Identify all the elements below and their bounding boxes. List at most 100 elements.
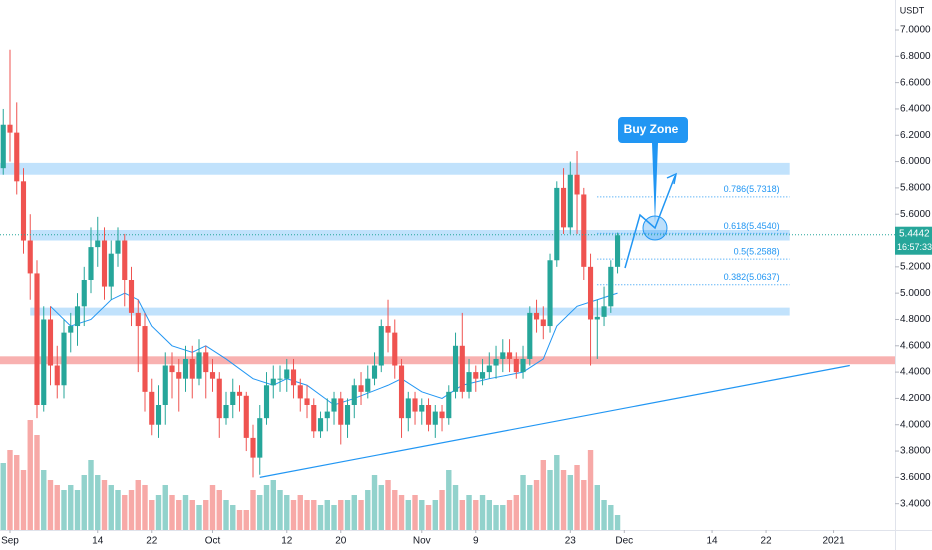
- volume-bar: [365, 490, 371, 530]
- candle-body: [7, 124, 13, 133]
- volume-bar: [358, 500, 364, 530]
- candle-body: [74, 306, 81, 327]
- volume-bar: [520, 475, 526, 530]
- volume-bar: [243, 510, 249, 530]
- candle-body: [506, 352, 513, 359]
- candle-body: [277, 378, 283, 380]
- annotation: Buy Zone: [624, 122, 679, 136]
- candle-body: [533, 312, 540, 320]
- volume-bar: [284, 495, 290, 530]
- volume-bar: [108, 485, 114, 530]
- candle-body: [162, 365, 168, 405]
- volume-bar: [169, 495, 175, 530]
- y-tick-label: 5.2000: [900, 261, 931, 272]
- volume-bar: [250, 490, 256, 530]
- volume-bar: [236, 510, 243, 530]
- volume-bar: [101, 480, 108, 530]
- candle-body: [263, 385, 270, 419]
- y-tick-label: 4.0000: [900, 419, 931, 430]
- candle-body: [81, 280, 87, 307]
- last-price-box: [895, 226, 932, 255]
- candle-body: [250, 437, 256, 458]
- volume-bar: [209, 485, 216, 530]
- candle-body: [520, 358, 526, 373]
- y-tick-label: 6.6000: [900, 77, 931, 88]
- volume-bar: [547, 470, 553, 530]
- volume-bar: [412, 495, 418, 530]
- volume-bar: [14, 455, 20, 530]
- volume-bar: [203, 500, 209, 530]
- candle-body: [88, 247, 94, 280]
- candle-body: [270, 378, 276, 386]
- volume-bar: [351, 495, 357, 530]
- y-tick-label: 5.8000: [900, 183, 931, 194]
- candle-body: [290, 369, 297, 386]
- x-tick-label: Sep: [1, 536, 19, 547]
- candle-body: [527, 312, 533, 359]
- volume-bar: [439, 490, 445, 530]
- volume-bar: [581, 480, 587, 530]
- x-tick-label: 22: [146, 536, 158, 547]
- candle-body: [155, 405, 162, 425]
- candle-body: [459, 345, 465, 392]
- x-tick-label: 22: [761, 536, 773, 547]
- candle-body: [351, 385, 357, 405]
- volume-bar: [95, 475, 101, 530]
- candle-body: [432, 411, 438, 425]
- volume-bar: [425, 505, 432, 530]
- candle-body: [257, 418, 263, 458]
- volume-bar: [34, 435, 40, 530]
- volume-bar: [452, 485, 459, 530]
- volume-bar: [304, 500, 310, 530]
- candle-body: [176, 372, 182, 379]
- candle-body: [554, 187, 560, 261]
- candle-body: [128, 280, 135, 313]
- candle-body: [142, 326, 148, 392]
- candle-body: [338, 398, 344, 425]
- candle-body: [540, 319, 546, 327]
- x-tick-label: Nov: [413, 536, 431, 547]
- y-tick-label: 4.8000: [900, 314, 931, 325]
- volume-bar: [466, 495, 472, 530]
- volume-bar: [331, 505, 337, 530]
- zone: [30, 230, 790, 241]
- x-tick-label: Oct: [205, 536, 221, 547]
- volume-bar: [142, 485, 148, 530]
- y-tick-label: 3.8000: [900, 446, 931, 457]
- candle-body: [196, 352, 202, 379]
- volume-bar: [20, 470, 27, 530]
- candle-body: [500, 352, 506, 359]
- candle-body: [297, 385, 303, 399]
- volume-bar: [61, 490, 67, 530]
- candle-body: [452, 345, 459, 392]
- volume-bar: [115, 490, 121, 530]
- candle-body: [61, 332, 67, 386]
- y-tick-label: 5.0000: [900, 288, 931, 299]
- volume-bar: [392, 490, 398, 530]
- y-tick-label: 6.8000: [900, 51, 931, 62]
- volume-bar: [27, 420, 33, 530]
- candle-body: [601, 306, 607, 317]
- trendline: [259, 364, 850, 478]
- volume-bar: [405, 500, 411, 530]
- candle-body: [14, 132, 20, 182]
- candle-body: [331, 398, 337, 412]
- buy-zone-callout: [618, 117, 688, 223]
- candle-body: [392, 332, 398, 366]
- candle-body: [311, 405, 317, 432]
- volume-bar: [338, 500, 344, 530]
- candle-body: [405, 398, 411, 419]
- volume-bar: [81, 475, 87, 530]
- candle-body: [439, 411, 445, 419]
- volume-bar: [594, 485, 600, 530]
- y-tick-label: 3.6000: [900, 472, 931, 483]
- volume-bar: [513, 495, 519, 530]
- y-tick-label: 4.2000: [900, 393, 931, 404]
- x-tick-label: 14: [92, 536, 104, 547]
- volume-bar: [378, 485, 384, 530]
- candle-body: [203, 352, 209, 373]
- volume-bar: [479, 495, 486, 530]
- candle-body: [324, 411, 330, 419]
- volume-bar: [371, 475, 378, 530]
- volume-bar: [257, 495, 263, 530]
